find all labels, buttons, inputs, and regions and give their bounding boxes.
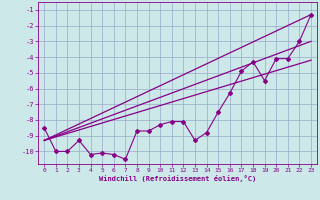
X-axis label: Windchill (Refroidissement éolien,°C): Windchill (Refroidissement éolien,°C) xyxy=(99,175,256,182)
